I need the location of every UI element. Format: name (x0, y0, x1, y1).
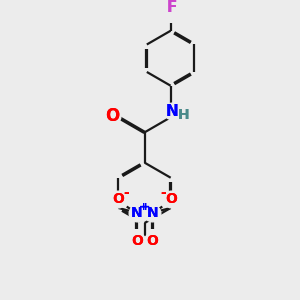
Text: +: + (141, 202, 150, 212)
Text: O: O (112, 192, 124, 206)
Text: N: N (131, 206, 143, 220)
Text: O: O (105, 107, 119, 125)
Text: F: F (166, 1, 177, 16)
Text: O: O (146, 234, 158, 248)
Text: H: H (178, 107, 190, 122)
Text: +: + (139, 202, 148, 212)
Text: -: - (123, 186, 129, 200)
Text: O: O (112, 192, 124, 206)
Text: O: O (131, 234, 143, 248)
Text: N: N (146, 206, 158, 220)
Text: +: + (139, 202, 148, 212)
Text: O: O (105, 107, 119, 125)
Text: N: N (131, 206, 143, 220)
Text: O: O (146, 234, 158, 248)
Text: O: O (131, 234, 143, 248)
Text: H: H (178, 107, 190, 122)
Text: O: O (165, 192, 177, 206)
Text: N: N (166, 104, 178, 119)
Text: N: N (146, 206, 158, 220)
Text: F: F (166, 1, 177, 16)
Text: -: - (160, 186, 166, 200)
Text: N: N (166, 104, 178, 119)
Text: +: + (141, 202, 150, 212)
Text: -: - (160, 186, 166, 200)
Text: O: O (165, 192, 177, 206)
Text: -: - (123, 186, 129, 200)
